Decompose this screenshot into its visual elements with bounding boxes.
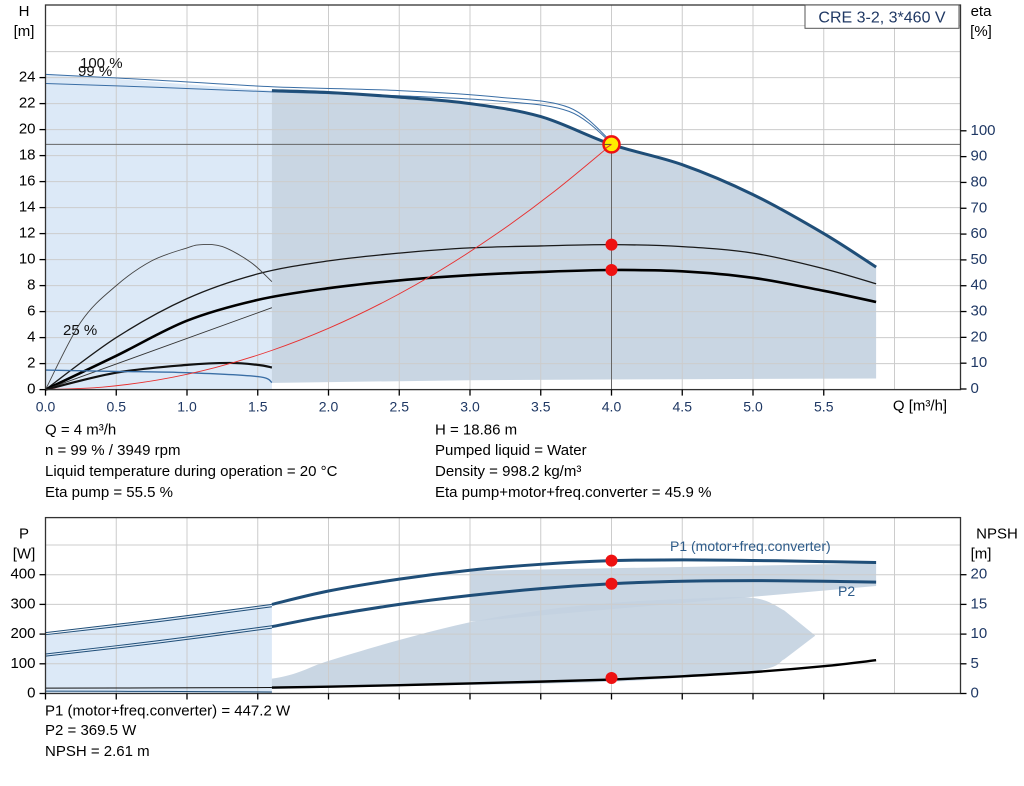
svg-text:P2: P2 [838, 583, 855, 599]
svg-text:P: P [19, 526, 29, 543]
svg-text:22: 22 [19, 95, 36, 112]
svg-text:P2 = 369.5 W: P2 = 369.5 W [45, 722, 137, 739]
svg-text:Q = 4 m³/h: Q = 4 m³/h [45, 422, 116, 439]
svg-text:0: 0 [27, 381, 35, 398]
svg-text:30: 30 [971, 303, 988, 320]
svg-text:8: 8 [27, 277, 35, 294]
svg-text:3.0: 3.0 [460, 399, 480, 415]
svg-text:100: 100 [10, 655, 35, 672]
svg-text:0.0: 0.0 [36, 399, 56, 415]
svg-text:10: 10 [971, 625, 988, 642]
svg-text:5.0: 5.0 [743, 399, 763, 415]
svg-text:2: 2 [27, 355, 35, 372]
svg-text:H: H [19, 3, 30, 20]
svg-text:4: 4 [27, 329, 35, 346]
svg-text:20: 20 [971, 328, 988, 345]
svg-text:6: 6 [27, 303, 35, 320]
svg-text:P1 (motor+freq.converter): P1 (motor+freq.converter) [670, 538, 831, 554]
svg-text:60: 60 [971, 225, 988, 242]
svg-text:Liquid temperature during oper: Liquid temperature during operation = 20… [45, 463, 338, 480]
svg-text:n = 99 % / 3949 rpm: n = 99 % / 3949 rpm [45, 442, 181, 459]
svg-text:20: 20 [19, 121, 36, 138]
svg-text:100: 100 [971, 122, 996, 139]
svg-text:300: 300 [10, 595, 35, 612]
svg-text:2.5: 2.5 [390, 399, 410, 415]
svg-text:10: 10 [19, 251, 36, 268]
svg-text:Density = 998.2 kg/m³: Density = 998.2 kg/m³ [435, 463, 581, 480]
svg-text:H = 18.86 m: H = 18.86 m [435, 422, 517, 439]
svg-text:18: 18 [19, 147, 36, 164]
svg-text:90: 90 [971, 148, 988, 165]
svg-text:2.0: 2.0 [319, 399, 339, 415]
svg-text:5: 5 [971, 655, 979, 672]
svg-text:400: 400 [10, 566, 35, 583]
svg-text:Pumped liquid = Water: Pumped liquid = Water [435, 442, 587, 459]
svg-text:Eta pump+motor+freq.converter: Eta pump+motor+freq.converter = 45.9 % [435, 484, 711, 501]
svg-text:70: 70 [971, 199, 988, 216]
svg-text:0: 0 [27, 685, 35, 702]
svg-text:20: 20 [971, 566, 988, 583]
svg-text:4.5: 4.5 [673, 399, 693, 415]
svg-text:0: 0 [971, 380, 979, 397]
svg-text:80: 80 [971, 173, 988, 190]
svg-text:[W]: [W] [13, 546, 36, 563]
svg-text:25 %: 25 % [63, 322, 97, 339]
svg-text:12: 12 [19, 225, 36, 242]
svg-text:200: 200 [10, 625, 35, 642]
svg-text:[%]: [%] [970, 23, 992, 40]
svg-text:99 %: 99 % [78, 63, 112, 80]
svg-text:1.0: 1.0 [177, 399, 197, 415]
svg-text:0.5: 0.5 [107, 399, 127, 415]
svg-text:15: 15 [971, 595, 988, 612]
svg-text:P1 (motor+freq.converter) = 44: P1 (motor+freq.converter) = 447.2 W [45, 702, 291, 719]
svg-text:14: 14 [19, 199, 36, 216]
svg-text:Q [m³/h]: Q [m³/h] [893, 397, 947, 414]
svg-text:Eta pump = 55.5 %: Eta pump = 55.5 % [45, 484, 173, 501]
svg-text:NPSH: NPSH [976, 526, 1018, 543]
svg-text:24: 24 [19, 69, 36, 86]
svg-text:[m]: [m] [971, 546, 992, 563]
svg-text:1.5: 1.5 [248, 399, 268, 415]
svg-text:CRE 3-2, 3*460 V: CRE 3-2, 3*460 V [818, 10, 946, 27]
svg-text:5.5: 5.5 [814, 399, 834, 415]
svg-text:NPSH = 2.61 m: NPSH = 2.61 m [45, 743, 150, 760]
svg-text:[m]: [m] [14, 23, 35, 40]
svg-text:16: 16 [19, 173, 36, 190]
svg-text:40: 40 [971, 277, 988, 294]
svg-text:eta: eta [971, 3, 993, 20]
svg-text:50: 50 [971, 251, 988, 268]
svg-text:3.5: 3.5 [531, 399, 551, 415]
svg-text:4.0: 4.0 [602, 399, 622, 415]
svg-text:0: 0 [971, 685, 979, 702]
svg-text:10: 10 [971, 354, 988, 371]
